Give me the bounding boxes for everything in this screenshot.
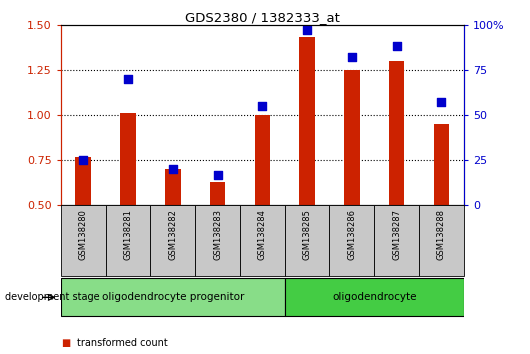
Bar: [240, 205, 285, 276]
Bar: [389, 61, 404, 205]
Text: GSM138287: GSM138287: [392, 209, 401, 260]
Bar: [299, 38, 315, 205]
Point: [437, 99, 446, 105]
Text: oligodendrocyte: oligodendrocyte: [332, 292, 417, 302]
Text: GSM138286: GSM138286: [347, 209, 356, 260]
Point: [79, 157, 87, 163]
Point: [169, 166, 177, 172]
Text: transformed count: transformed count: [77, 338, 167, 348]
Text: GSM138282: GSM138282: [169, 209, 178, 260]
Bar: [330, 205, 374, 276]
Text: GSM138281: GSM138281: [123, 209, 132, 260]
Text: oligodendrocyte progenitor: oligodendrocyte progenitor: [102, 292, 244, 302]
Text: ■: ■: [61, 338, 70, 348]
Point: [392, 44, 401, 49]
Text: GSM138288: GSM138288: [437, 209, 446, 260]
Bar: [75, 156, 91, 205]
Bar: [151, 205, 195, 276]
Bar: [344, 70, 360, 205]
Text: GSM138285: GSM138285: [303, 209, 312, 260]
Bar: [195, 205, 240, 276]
Bar: [210, 182, 225, 205]
Bar: [61, 278, 285, 316]
Point: [348, 55, 356, 60]
Text: development stage: development stage: [5, 292, 100, 302]
Point: [258, 103, 267, 109]
Bar: [419, 205, 464, 276]
Point: [124, 76, 132, 82]
Bar: [105, 205, 151, 276]
Bar: [374, 205, 419, 276]
Point: [214, 172, 222, 177]
Bar: [61, 205, 105, 276]
Bar: [285, 205, 330, 276]
Bar: [120, 113, 136, 205]
Bar: [254, 115, 270, 205]
Bar: [434, 124, 449, 205]
Point: [303, 27, 311, 33]
Title: GDS2380 / 1382333_at: GDS2380 / 1382333_at: [185, 11, 340, 24]
Text: GSM138283: GSM138283: [213, 209, 222, 260]
Bar: [285, 278, 464, 316]
Text: GSM138280: GSM138280: [79, 209, 88, 260]
Bar: [165, 169, 181, 205]
Text: GSM138284: GSM138284: [258, 209, 267, 260]
